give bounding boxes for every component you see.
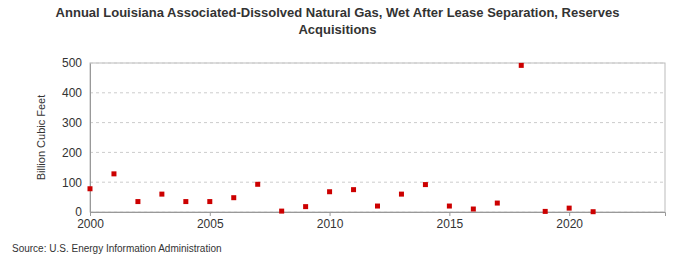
point	[135, 199, 140, 204]
plot-frame	[90, 63, 665, 212]
x-tick-label: 2000	[77, 217, 104, 231]
x-tick: 2010	[317, 212, 344, 231]
grid	[90, 63, 665, 212]
points	[88, 63, 596, 214]
x-tick-mark	[569, 212, 570, 216]
x-tick-mark	[330, 212, 331, 216]
point	[255, 182, 260, 187]
chart: Annual Louisiana Associated-Dissolved Na…	[0, 0, 675, 275]
x-tick: 2005	[197, 212, 224, 231]
y-tick-label: 500	[62, 56, 82, 70]
grid-line	[90, 92, 665, 93]
source: Source: U.S. Energy Information Administ…	[12, 243, 222, 254]
point	[471, 207, 476, 212]
point	[327, 189, 332, 194]
x-axis: 2000 2005 2010 2015 2020	[77, 212, 665, 231]
point	[543, 209, 548, 214]
y-tick-label: 100	[62, 176, 82, 190]
x-tick-label: 2020	[556, 217, 583, 231]
x-tick-label: 2010	[317, 217, 344, 231]
y-axis-title: Billion Cubic Feet	[35, 95, 47, 181]
x-tick-label: 2015	[437, 217, 464, 231]
point	[423, 182, 428, 187]
point	[495, 201, 500, 206]
point	[88, 186, 93, 191]
x-tick-mark	[449, 212, 450, 216]
y-tick: 500	[62, 56, 90, 70]
point	[279, 209, 284, 214]
point	[351, 187, 356, 192]
y-tick: 200	[62, 146, 90, 160]
point	[447, 204, 452, 209]
x-tick: 2015	[437, 212, 464, 231]
y-tick: 400	[62, 86, 90, 100]
grid-line	[90, 122, 665, 123]
y-axis: 0100200300400500	[62, 56, 91, 219]
point	[231, 195, 236, 200]
x-tick: 2020	[556, 212, 583, 231]
grid-line	[90, 63, 665, 64]
title: Annual Louisiana Associated-Dissolved Na…	[56, 5, 620, 37]
point	[159, 192, 164, 197]
point	[303, 204, 308, 209]
point	[519, 63, 524, 68]
point	[183, 199, 188, 204]
y-tick-label: 300	[62, 116, 82, 130]
x-tick: 2000	[77, 212, 104, 231]
point	[375, 204, 380, 209]
point	[567, 206, 572, 211]
y-tick-label: 400	[62, 86, 82, 100]
point	[207, 199, 212, 204]
x-axis-line	[91, 213, 666, 217]
point	[111, 171, 116, 176]
x-tick-mark	[90, 212, 91, 216]
y-tick: 300	[62, 116, 90, 130]
x-tick-label: 2005	[197, 217, 224, 231]
point	[591, 209, 596, 214]
x-tick-mark	[210, 212, 211, 216]
grid-line	[90, 152, 665, 153]
y-tick-label: 200	[62, 146, 82, 160]
grid-line	[90, 182, 665, 183]
y-tick: 100	[62, 176, 90, 190]
point	[399, 192, 404, 197]
